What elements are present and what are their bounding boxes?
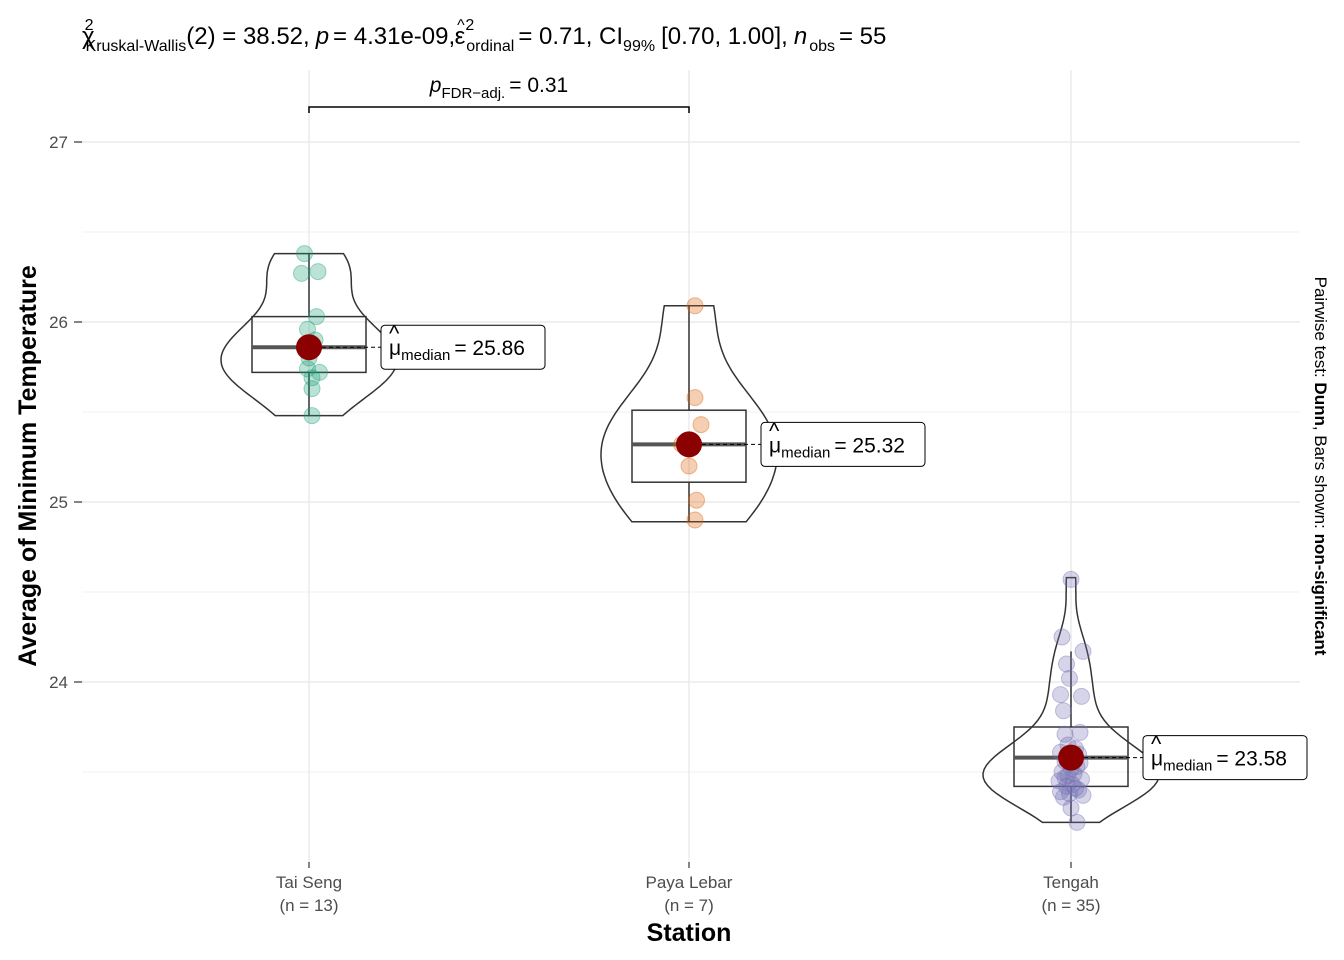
data-point	[686, 511, 704, 529]
significance-bar: pFDR−adj. = 0.31	[308, 74, 690, 113]
median-label: ^μmedian = 23.58	[1142, 732, 1308, 781]
data-point	[1061, 785, 1078, 803]
y-tick-label: 26	[49, 313, 68, 332]
data-point	[1068, 813, 1086, 831]
y-axis-title: Average of Minimum Temperature	[14, 265, 42, 667]
median-label-text: μmedian = 23.58	[1151, 748, 1287, 775]
y-axis: 24 25 26 27	[49, 133, 82, 692]
data-point	[1053, 628, 1071, 646]
x-axis-title: Station	[647, 919, 732, 947]
data-point	[1074, 786, 1092, 804]
data-point	[1074, 642, 1092, 660]
y-tick-label: 27	[49, 133, 68, 152]
significance-label: pFDR−adj. = 0.31	[429, 74, 568, 102]
median-point	[676, 431, 702, 458]
group-paya-lebar: ^μmedian = 25.32	[600, 297, 926, 529]
y-tick-label: 24	[49, 673, 68, 692]
data-point	[680, 457, 698, 475]
data-point	[303, 369, 321, 387]
median-label-hat: ^	[769, 418, 780, 443]
data-point	[1073, 687, 1090, 705]
data-point	[1050, 772, 1068, 790]
data-point	[1062, 799, 1080, 817]
data-point	[1062, 570, 1080, 588]
data-point	[1070, 781, 1087, 799]
median-label-text: μmedian = 25.86	[389, 337, 525, 364]
x-tick-label: Tai Seng	[276, 873, 342, 892]
data-point	[1073, 770, 1090, 788]
x-tick-count: (n = 35)	[1041, 896, 1100, 915]
data-point	[308, 308, 325, 326]
grid	[82, 70, 1300, 862]
data-point	[1055, 788, 1072, 806]
data-point	[1058, 777, 1075, 795]
data-point	[1056, 768, 1074, 786]
data-point	[293, 264, 310, 282]
data-point	[311, 363, 328, 381]
data-point	[686, 389, 704, 407]
data-point	[688, 491, 705, 509]
median-label: ^μmedian = 25.86	[380, 321, 546, 370]
data-point	[1052, 686, 1069, 704]
data-point	[1071, 723, 1089, 741]
median-point	[296, 334, 322, 361]
data-point	[299, 360, 316, 378]
chart-subtitle: χ2 Kruskal-Wallis(2) = 38.52, p = 4.31e-09,…	[82, 17, 886, 55]
data-point	[1061, 669, 1078, 687]
group-tengah: ^μmedian = 23.58	[982, 570, 1308, 831]
data-point	[686, 297, 704, 315]
plot-groups: ^μmedian = 25.86^μmedian = 25.32^μmedian = …	[220, 245, 1308, 831]
group-tai-seng: ^μmedian = 25.86	[220, 245, 546, 425]
data-point	[1067, 779, 1084, 797]
median-label-box	[380, 324, 546, 370]
median-label-text: μmedian = 25.32	[769, 434, 905, 461]
median-label-hat: ^	[1151, 732, 1162, 757]
x-tick-count: (n = 7)	[664, 896, 714, 915]
data-point	[1058, 655, 1075, 673]
data-point	[309, 263, 327, 281]
data-point	[1055, 702, 1072, 720]
box	[251, 315, 367, 374]
median-label: ^μmedian = 25.32	[760, 418, 926, 467]
significance-bracket	[308, 106, 690, 113]
median-label-box	[1142, 735, 1308, 781]
data-point	[303, 407, 321, 425]
data-point	[303, 380, 321, 398]
x-tick-count: (n = 13)	[279, 896, 338, 915]
data-point	[296, 245, 313, 263]
x-tick-label: Paya Lebar	[646, 873, 733, 892]
y-tick-label: 25	[49, 493, 68, 512]
median-label-hat: ^	[389, 321, 400, 346]
x-tick-label: Tengah	[1043, 873, 1099, 892]
violin-outline	[982, 576, 1160, 824]
pairwise-caption: Pairwise test: Dunn, Bars shown: non-sig…	[1311, 277, 1330, 656]
data-point	[1056, 725, 1074, 743]
median-point	[1058, 744, 1084, 771]
data-point	[1052, 783, 1069, 801]
median-label-box	[760, 421, 926, 467]
data-point	[1064, 776, 1081, 794]
x-axis: Tai Seng (n = 13) Paya Lebar (n = 7) Tengah (…	[276, 862, 1101, 915]
data-point	[692, 416, 710, 434]
